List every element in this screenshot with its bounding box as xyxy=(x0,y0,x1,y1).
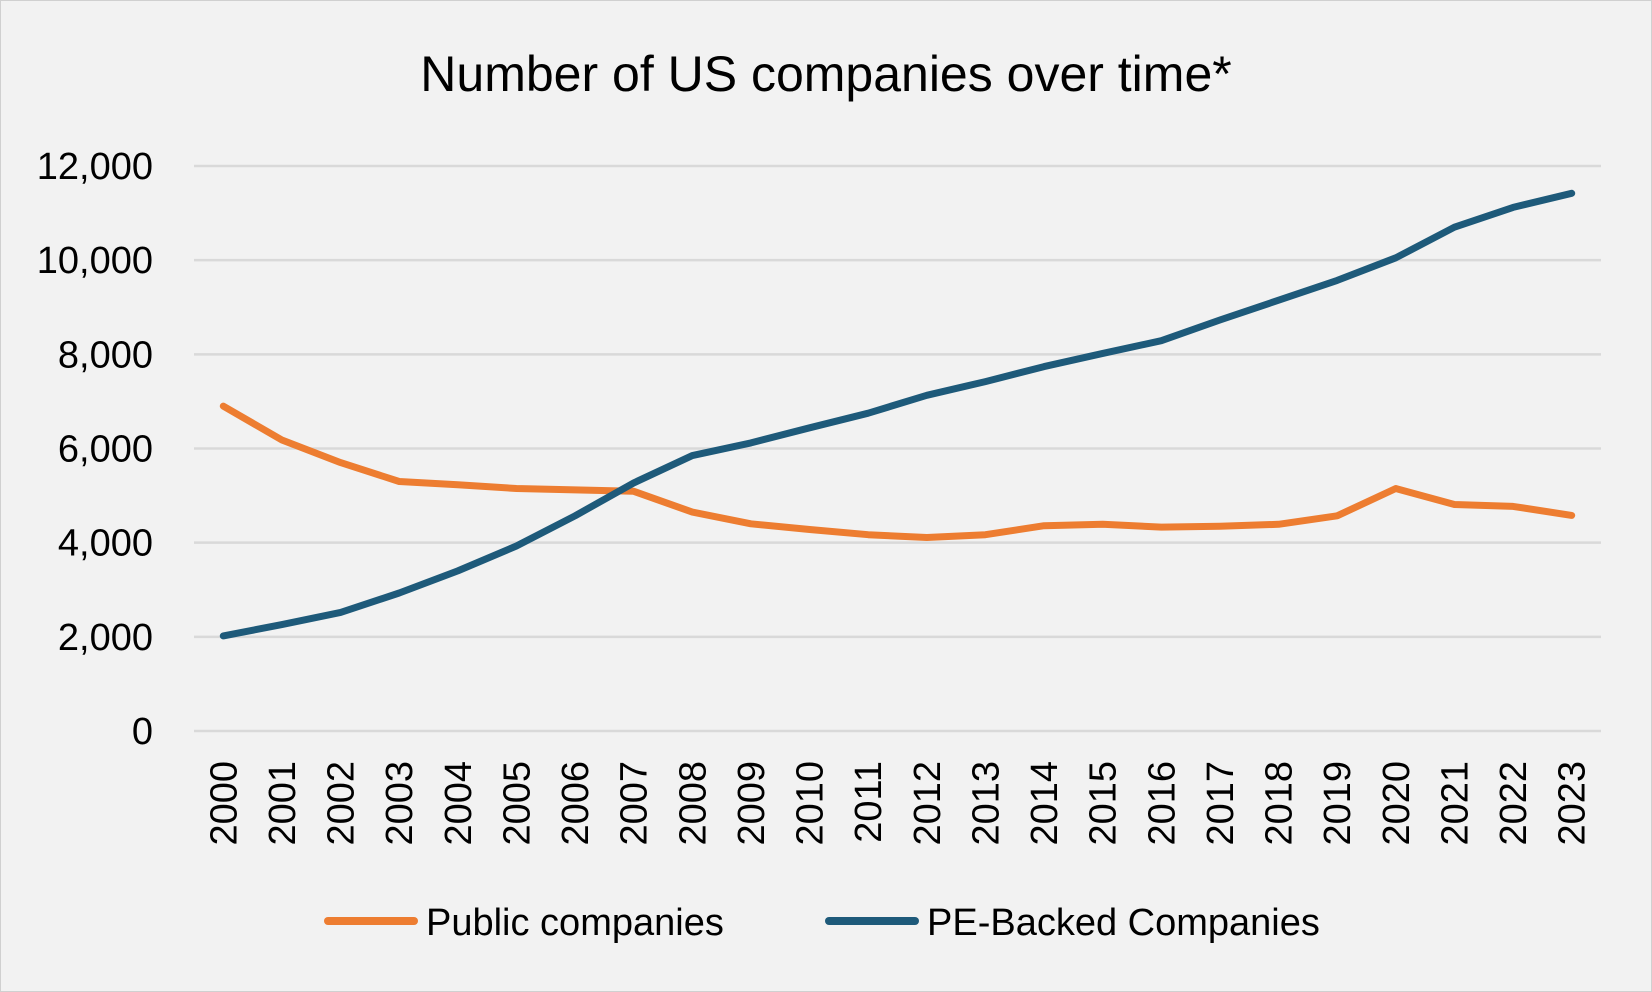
x-tick-label: 2012 xyxy=(907,761,949,846)
x-tick-label: 2016 xyxy=(1141,761,1183,846)
x-tick-label: 2019 xyxy=(1317,761,1359,846)
y-tick-label: 8,000 xyxy=(58,334,153,376)
y-tick-label: 2,000 xyxy=(58,617,153,659)
x-tick-label: 2007 xyxy=(614,761,656,846)
y-tick-label: 4,000 xyxy=(58,523,153,565)
legend-label: Public companies xyxy=(426,902,724,944)
series-line-1 xyxy=(219,402,1576,541)
y-tick-label: 6,000 xyxy=(58,429,153,471)
x-tick-label: 2013 xyxy=(965,761,1007,846)
series-line-2 xyxy=(219,189,1576,640)
chart-title: Number of US companies over time* xyxy=(420,46,1231,102)
x-tick-label: 2004 xyxy=(438,761,480,846)
series-lines xyxy=(219,189,1576,640)
y-tick-label: 0 xyxy=(132,711,153,753)
x-tick-label: 2000 xyxy=(203,761,245,846)
x-tick-label: 2002 xyxy=(321,761,363,846)
x-tick-label: 2010 xyxy=(790,761,832,846)
x-tick-label: 2006 xyxy=(555,761,597,846)
x-tick-label: 2023 xyxy=(1552,761,1594,846)
x-tick-label: 2015 xyxy=(1083,761,1125,846)
x-tick-label: 2014 xyxy=(1024,761,1066,846)
x-tick-label: 2017 xyxy=(1200,761,1242,846)
y-axis-tick-labels: 0 2,000 4,000 6,000 8,000 10,000 12,000 xyxy=(37,146,153,753)
x-tick-label: 2009 xyxy=(731,761,773,846)
x-axis-tick-labels: 2000 2001 2002 2003 2004 2005 2006 2007 2008 2009… xyxy=(203,761,1593,846)
x-tick-label: 2008 xyxy=(672,761,714,846)
gridlines xyxy=(194,164,1601,733)
x-tick-label: 2001 xyxy=(262,761,304,846)
x-tick-label: 2005 xyxy=(496,761,538,846)
x-tick-label: 2003 xyxy=(379,761,421,846)
y-tick-label: 10,000 xyxy=(37,240,153,282)
x-tick-label: 2022 xyxy=(1493,761,1535,846)
x-tick-label: 2018 xyxy=(1259,761,1301,846)
legend-label: PE-Backed Companies xyxy=(927,902,1320,944)
x-tick-label: 2020 xyxy=(1376,761,1418,846)
x-tick-label: 2021 xyxy=(1434,761,1476,846)
y-tick-label: 12,000 xyxy=(37,146,153,188)
legend: Public companies PE-Backed Companies xyxy=(324,902,1320,944)
x-tick-label: 2011 xyxy=(848,761,890,843)
